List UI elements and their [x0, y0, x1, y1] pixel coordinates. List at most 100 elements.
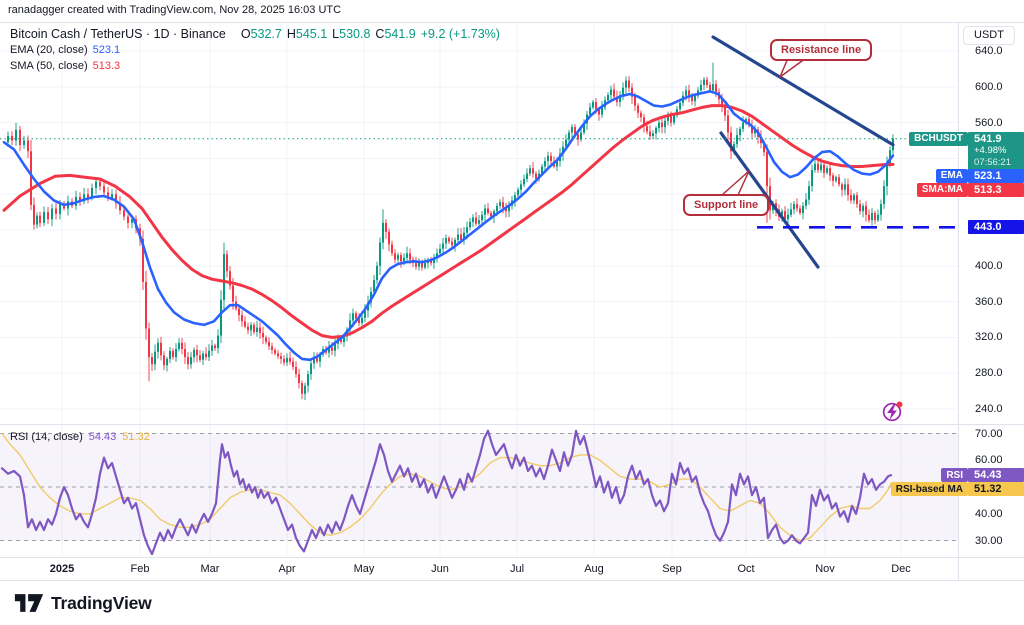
candle: [39, 215, 41, 223]
candle: [439, 248, 441, 254]
time-axis-tick[interactable]: 2025: [49, 563, 75, 575]
candle: [580, 132, 582, 140]
ema-20-line[interactable]: [2, 90, 895, 362]
time-axis-tick[interactable]: Feb: [130, 563, 150, 575]
resistance-line-callout[interactable]: Resistance line: [770, 39, 873, 61]
candle: [373, 280, 375, 292]
candle: [271, 346, 273, 350]
candle: [568, 132, 570, 140]
last-price: 541.9: [974, 132, 1002, 145]
rsi-pane-legend[interactable]: RSI (14, close) 54.43 51.32: [10, 431, 150, 443]
candle: [622, 87, 624, 95]
candle: [859, 204, 861, 212]
candle: [688, 90, 690, 96]
candle: [400, 255, 402, 262]
candle: [751, 125, 753, 134]
candle: [685, 90, 687, 96]
time-axis-tick[interactable]: Aug: [584, 563, 604, 575]
candle: [607, 94, 609, 101]
ema-label-chip: EMA: [935, 168, 968, 183]
price-axis-tick: 600.0: [975, 80, 1003, 93]
change-percent: +4.98%: [974, 144, 1007, 156]
candle: [727, 115, 729, 133]
candle: [601, 107, 603, 115]
time-axis-tick[interactable]: May: [353, 563, 375, 575]
sma-price-badge[interactable]: 513.3: [968, 182, 1024, 197]
time-axis-tick[interactable]: Nov: [815, 563, 835, 575]
candle: [811, 170, 813, 187]
candle: [131, 219, 133, 223]
rsi-value-badge[interactable]: 54.43: [968, 468, 1024, 483]
candle: [79, 196, 81, 202]
ema-value: 523.1: [92, 44, 121, 56]
candle: [640, 112, 642, 118]
candle: [226, 254, 228, 272]
candle: [856, 195, 858, 205]
candle: [445, 238, 447, 244]
candle: [664, 120, 666, 128]
sma-50-line[interactable]: [2, 104, 895, 339]
candle: [634, 96, 636, 106]
candle: [55, 208, 57, 214]
time-axis-tick[interactable]: Oct: [737, 563, 755, 575]
candle: [679, 102, 681, 110]
support-trendline[interactable]: [719, 131, 820, 269]
tradingview-logo[interactable]: TradingView: [14, 591, 152, 615]
rsi-line[interactable]: [0, 429, 893, 556]
time-axis-tick[interactable]: Jul: [509, 563, 525, 575]
candle: [625, 80, 627, 88]
candle: [748, 119, 750, 126]
symbol-legend-row[interactable]: Bitcoin Cash / TetherUS · 1D · Binance O5…: [10, 27, 500, 42]
rsi-ma-value-badge[interactable]: 51.32: [968, 482, 1024, 497]
candle: [829, 168, 831, 176]
candle: [706, 79, 708, 86]
candle: [703, 79, 705, 86]
candle: [613, 89, 615, 97]
candle: [175, 349, 177, 358]
support-callout-tail[interactable]: [721, 170, 750, 196]
candle: [268, 341, 270, 347]
symbol-price-badge[interactable]: 541.9 +4.98% 07:56:21: [968, 131, 1024, 171]
price-axis-tick: 280.0: [975, 367, 1003, 380]
candle: [451, 241, 453, 246]
candle: [409, 253, 411, 260]
time-axis-tick[interactable]: Dec: [891, 563, 911, 575]
candle: [352, 313, 354, 321]
resistance-trendline[interactable]: [711, 35, 895, 147]
candle: [193, 349, 195, 358]
time-axis-tick[interactable]: Sep: [662, 563, 682, 575]
candle: [157, 342, 159, 352]
high-value: 545.1: [295, 27, 328, 41]
candle: [442, 243, 444, 249]
candle: [115, 194, 117, 204]
candle: [562, 146, 564, 154]
candle: [742, 122, 744, 129]
candle: [403, 257, 405, 262]
candle: [292, 361, 294, 367]
time-axis-tick[interactable]: Jun: [431, 563, 449, 575]
candle: [460, 234, 462, 240]
candle: [415, 263, 417, 267]
price-axis-currency-button[interactable]: USDT: [963, 26, 1015, 45]
candle: [229, 271, 231, 286]
sma-legend-row[interactable]: SMA (50, close) 513.3: [10, 59, 500, 74]
candle: [379, 242, 381, 266]
candle: [205, 353, 207, 358]
time-axis-tick[interactable]: Apr: [278, 563, 296, 575]
candle: [820, 164, 822, 171]
candle: [817, 163, 819, 171]
candle: [790, 209, 792, 215]
ema-legend-row[interactable]: EMA (20, close) 523.1: [10, 43, 500, 58]
candle: [571, 127, 573, 133]
candle: [832, 175, 834, 181]
time-axis-tick[interactable]: Mar: [200, 563, 220, 575]
candle: [598, 109, 600, 115]
candle: [259, 327, 261, 333]
support-level-badge[interactable]: 443.0: [968, 220, 1024, 235]
support-line-callout[interactable]: Support line: [683, 194, 770, 216]
candle: [23, 140, 25, 145]
candle: [472, 217, 474, 222]
candle: [796, 204, 798, 209]
ema-price-badge[interactable]: 523.1: [968, 168, 1024, 183]
